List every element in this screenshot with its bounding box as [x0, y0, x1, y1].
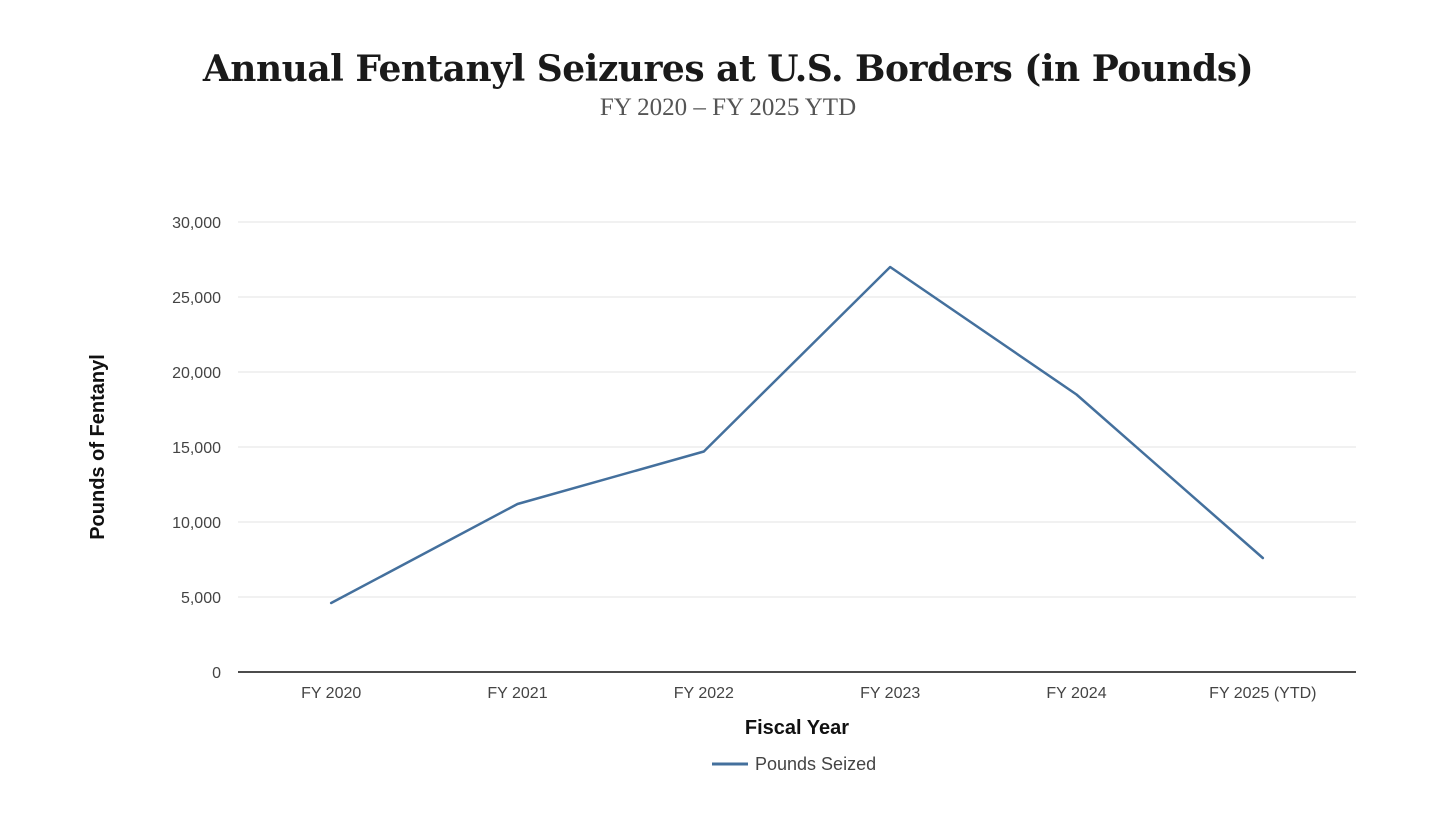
y-tick-label: 10,000: [172, 515, 221, 532]
y-axis-ticks: 0 5,000 10,000 15,000 20,000 25,000 30,000: [172, 215, 221, 682]
x-tick-label: FY 2021: [487, 685, 547, 702]
x-tick-label: FY 2024: [1046, 685, 1106, 702]
y-tick-label: 30,000: [172, 215, 221, 232]
chart-title: Annual Fentanyl Seizures at U.S. Borders…: [202, 48, 1254, 90]
chart-subtitle: FY 2020 – FY 2025 YTD: [599, 94, 857, 121]
x-axis-ticks: FY 2020 FY 2021 FY 2022 FY 2023 FY 2024 FY 20…: [301, 685, 1316, 702]
series-line-pounds-seized: [329, 265, 1265, 605]
x-axis-title: Fiscal Year: [745, 717, 849, 739]
gridlines: [238, 221, 1356, 598]
y-tick-label: 25,000: [172, 290, 221, 307]
legend-label-pounds-seized: Pounds Seized: [755, 754, 876, 774]
y-tick-label: 5,000: [181, 590, 221, 607]
y-tick-label: 0: [212, 665, 221, 682]
y-tick-label: 15,000: [172, 440, 221, 457]
y-tick-label: 20,000: [172, 365, 221, 382]
x-tick-label: FY 2020: [301, 685, 361, 702]
x-tick-label: FY 2023: [860, 685, 920, 702]
legend: Pounds Seized: [712, 754, 876, 774]
y-axis-title: Pounds of Fentanyl: [87, 354, 109, 540]
x-tick-label: FY 2025 (YTD): [1209, 685, 1316, 702]
x-tick-label: FY 2022: [674, 685, 734, 702]
series-lines: [329, 265, 1265, 605]
